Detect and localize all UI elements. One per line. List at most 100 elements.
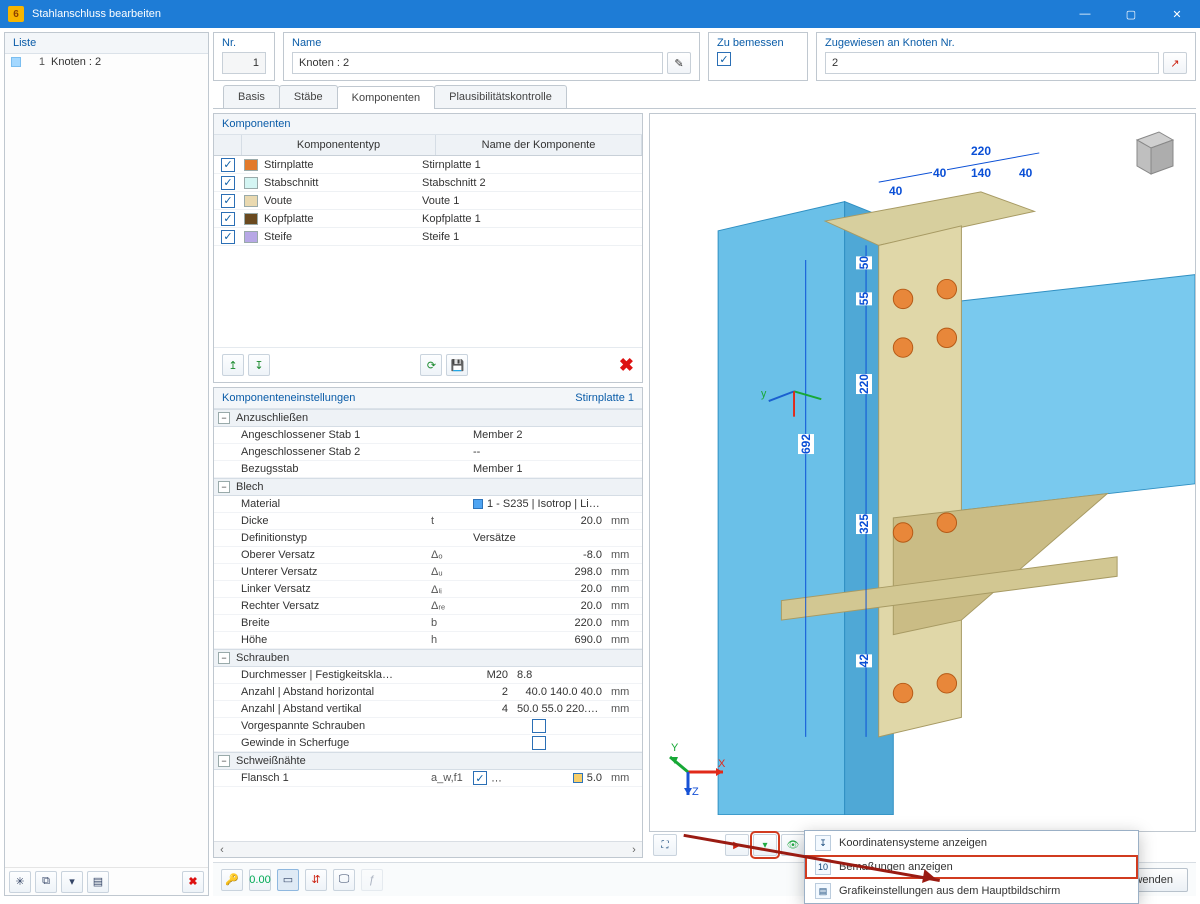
table-row[interactable]: ✓ Stabschnitt Stabschnitt 2	[214, 174, 642, 192]
nav-cube-icon[interactable]	[1125, 124, 1181, 180]
delete-button[interactable]: ✖	[182, 871, 204, 893]
mode2-button[interactable]: ⇵	[305, 869, 327, 891]
node-list[interactable]: 1 Knoten : 2	[5, 54, 208, 867]
zoom-extents-button[interactable]: ⛶	[653, 834, 677, 856]
copy-button[interactable]: ⧉	[35, 871, 57, 893]
units-button[interactable]: 0.00	[249, 869, 271, 891]
table-row[interactable]: ✓ Stirnplatte Stirnplatte 1	[214, 156, 642, 174]
move-up-button[interactable]: ↥	[222, 354, 244, 376]
move-down-button[interactable]: ↧	[248, 354, 270, 376]
tab-basis[interactable]: Basis	[223, 85, 280, 108]
prop-row[interactable]: Angeschlossener Stab 2 --	[214, 444, 642, 461]
row-name: Kopfplatte 1	[418, 213, 642, 225]
col-type[interactable]: Komponententyp	[242, 135, 436, 155]
svg-text:y: y	[761, 388, 767, 400]
prop-row[interactable]: Flansch 1a_w,f1 ✓1 - S235 … 5.0mm	[214, 770, 642, 787]
list-item[interactable]: 1 Knoten : 2	[5, 54, 208, 70]
prop-row[interactable]: Höheh 690.0mm	[214, 632, 642, 649]
property-grid: Komponenteneinstellungen Stirnplatte 1 −…	[213, 387, 643, 858]
prop-category[interactable]: −Schweißnähte	[214, 752, 642, 770]
collapse-icon[interactable]: −	[218, 412, 230, 424]
row-name: Steife 1	[418, 231, 642, 243]
prop-row[interactable]: Rechter VersatzΔᵣₑ 20.0mm	[214, 598, 642, 615]
new-button[interactable]: ✳	[9, 871, 31, 893]
dim-692: 692	[798, 434, 814, 454]
reset-view-button[interactable]: ▶	[725, 834, 749, 856]
collapse-icon[interactable]: −	[218, 755, 230, 767]
name-field[interactable]: Knoten : 2	[292, 52, 663, 74]
popup-item-label: Koordinatensysteme anzeigen	[839, 837, 987, 849]
table-row[interactable]: ✓ Voute Voute 1	[214, 192, 642, 210]
swatch-icon	[244, 231, 258, 243]
select-button[interactable]: ▾	[61, 871, 83, 893]
prop-row[interactable]: Breiteb 220.0mm	[214, 615, 642, 632]
prop-checkbox[interactable]	[532, 719, 546, 733]
prop-row[interactable]: Durchmesser | Festigkeitskla… M20 8.8	[214, 667, 642, 684]
prop-category[interactable]: −Anzuschließen	[214, 409, 642, 427]
pick-node-button[interactable]: ↗	[1163, 52, 1187, 74]
prop-category[interactable]: −Schrauben	[214, 649, 642, 667]
row-checkbox[interactable]: ✓	[214, 212, 242, 226]
table-row[interactable]: ✓ Kopfplatte Kopfplatte 1	[214, 210, 642, 228]
display-options-button[interactable]: ▾	[753, 834, 777, 856]
eye-button[interactable]: 👁	[781, 834, 805, 856]
collapse-icon[interactable]: −	[218, 481, 230, 493]
prop-row[interactable]: Unterer VersatzΔᵤ 298.0mm	[214, 564, 642, 581]
dim-42: 42	[856, 654, 872, 667]
view-toolbar: ⛶ ▶ ▾ 👁 ↦X ↥Y ↥Z ↧Z ◩ ▦▾ 🖶▾ 🔍 ⧉	[649, 832, 1196, 858]
row-type: Stirnplatte	[264, 159, 314, 171]
table-row[interactable]: ✓ Steife Steife 1	[214, 228, 642, 246]
prop-row[interactable]: Bezugsstab Member 1	[214, 461, 642, 478]
dim-220: 220	[970, 144, 992, 158]
collapse-icon[interactable]: −	[218, 652, 230, 664]
knoten-field[interactable]: 2	[825, 52, 1159, 74]
tab-komponenten[interactable]: Komponenten	[337, 86, 436, 109]
model-sketch: y	[650, 114, 1195, 815]
prop-row[interactable]: Definitionstyp Versätze	[214, 530, 642, 547]
bemessen-checkbox[interactable]: ✓	[717, 52, 731, 66]
mode3-button[interactable]: 🖵	[333, 869, 355, 891]
mode1-button[interactable]: ▭	[277, 869, 299, 891]
edit-name-button[interactable]: ✎	[667, 52, 691, 74]
h-scrollbar[interactable]: ‹›	[214, 841, 642, 857]
row-checkbox[interactable]: ✓	[214, 230, 242, 244]
tab-bar: Basis Stäbe Komponenten Plausibilitätsko…	[213, 85, 1196, 109]
prop-row[interactable]: Anzahl | Abstand horizontal 2 40.0 140.0…	[214, 684, 642, 701]
minimize-button[interactable]: —	[1062, 0, 1108, 28]
refresh-button[interactable]: ⟳	[420, 354, 442, 376]
popup-graphics-main[interactable]: ▤ Grafikeinstellungen aus dem Hauptbilds…	[805, 879, 1138, 903]
help-button[interactable]: 🔑	[221, 869, 243, 891]
maximize-button[interactable]: ▢	[1108, 0, 1154, 28]
knoten-label: Zugewiesen an Knoten Nr.	[825, 35, 1187, 52]
prop-row[interactable]: Gewinde in Scherfuge	[214, 735, 642, 752]
prop-checkbox[interactable]	[532, 736, 546, 750]
dim-140: 140	[970, 166, 992, 180]
row-name: Stirnplatte 1	[418, 159, 642, 171]
prop-row[interactable]: Oberer VersatzΔₒ -8.0mm	[214, 547, 642, 564]
dim-40a: 40	[1018, 166, 1033, 180]
close-button[interactable]: ✕	[1154, 0, 1200, 28]
prop-row[interactable]: Anzahl | Abstand vertikal 4 50.0 55.0 22…	[214, 701, 642, 718]
3d-viewport[interactable]: y 220 140 40 40 40 50 55 220 692 325 42	[649, 113, 1196, 832]
popup-item-label: Grafikeinstellungen aus dem Hauptbildsch…	[839, 885, 1060, 897]
prop-row[interactable]: Material 1 - S235 | Isotrop | Linear ela…	[214, 496, 642, 513]
name-label: Name	[292, 35, 691, 52]
row-checkbox[interactable]: ✓	[214, 176, 242, 190]
prop-category[interactable]: −Blech	[214, 478, 642, 496]
prop-row[interactable]: Dicket 20.0mm	[214, 513, 642, 530]
save-button[interactable]: 💾	[446, 354, 468, 376]
select2-button[interactable]: ▤	[87, 871, 109, 893]
popup-coord-systems[interactable]: ↧ Koordinatensysteme anzeigen	[805, 831, 1138, 855]
popup-dimensions[interactable]: 10 Bemaßungen anzeigen	[805, 855, 1138, 879]
tab-staebe[interactable]: Stäbe	[279, 85, 338, 108]
dim-220v: 220	[856, 374, 872, 394]
prop-row[interactable]: Linker VersatzΔₗᵢ 20.0mm	[214, 581, 642, 598]
delete-row-button[interactable]: ✖	[619, 355, 634, 376]
svg-text:Z: Z	[692, 786, 699, 797]
prop-row[interactable]: Vorgespannte Schrauben	[214, 718, 642, 735]
row-checkbox[interactable]: ✓	[214, 194, 242, 208]
prop-row[interactable]: Angeschlossener Stab 1 Member 2	[214, 427, 642, 444]
row-checkbox[interactable]: ✓	[214, 158, 242, 172]
col-name[interactable]: Name der Komponente	[436, 135, 642, 155]
tab-plausibilitaet[interactable]: Plausibilitätskontrolle	[434, 85, 567, 108]
